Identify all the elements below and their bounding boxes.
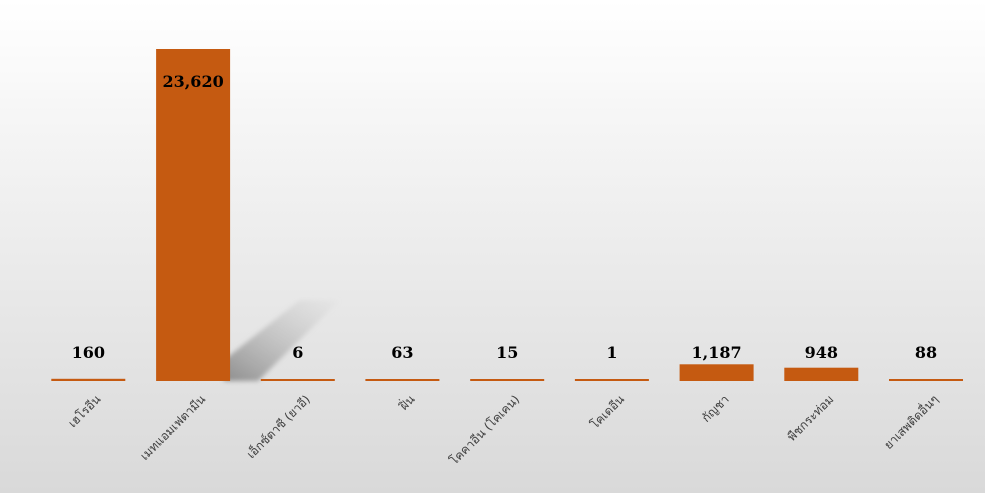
bars-layer — [51, 49, 963, 381]
data-labels-layer: 160 23,620 6 63 15 1 1,187 948 88 — [72, 72, 938, 362]
data-label: 948 — [805, 343, 838, 362]
data-label: 63 — [391, 343, 413, 362]
bar — [470, 379, 545, 381]
data-label: 15 — [496, 343, 518, 362]
bar — [260, 379, 335, 381]
data-label: 23,620 — [162, 72, 223, 91]
data-label: 6 — [292, 343, 303, 362]
data-label: 1 — [606, 343, 617, 362]
bar — [51, 378, 126, 381]
bar — [574, 379, 649, 381]
data-label: 160 — [72, 343, 105, 362]
bar-shadow — [224, 300, 340, 381]
bar — [784, 367, 859, 381]
bar — [156, 49, 231, 381]
data-label: 88 — [915, 343, 937, 362]
data-label: 1,187 — [692, 343, 742, 362]
bar — [679, 364, 754, 381]
bar — [365, 379, 440, 381]
bar — [889, 379, 963, 381]
